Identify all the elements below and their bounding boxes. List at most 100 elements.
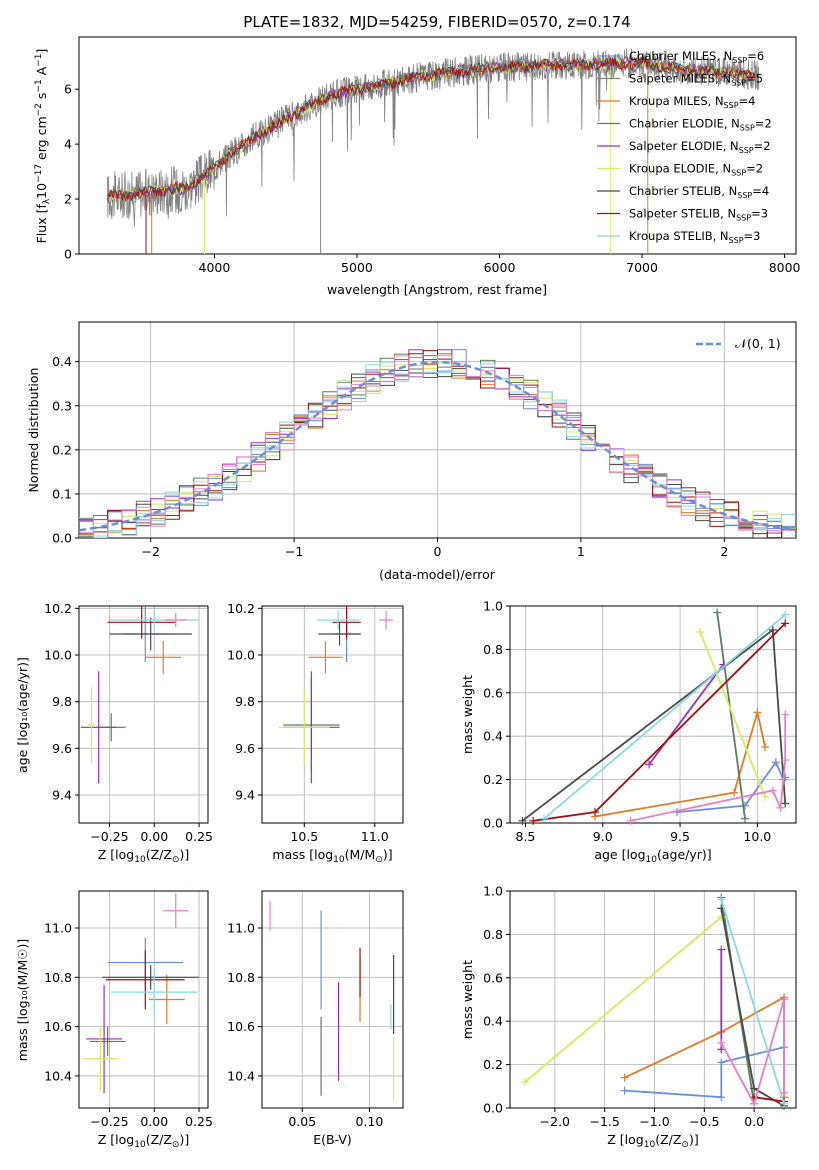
y-tick-label: 0.6 — [483, 970, 503, 985]
weight-marker-pink — [768, 786, 777, 795]
weight-marker-kroupa_miles — [761, 743, 770, 752]
legend-entry: Salpeter MILES, NSSP=5 — [629, 72, 763, 88]
weight-marker-pink — [780, 1088, 789, 1097]
weight-marker-salpeter_elodie — [645, 760, 654, 769]
x-tick-label: −0.25 — [90, 1114, 128, 1129]
x-tick-label: 8.5 — [516, 829, 536, 844]
y-tick-label: 10.8 — [44, 970, 72, 985]
x-tick-label: 0.00 — [140, 1114, 168, 1129]
x-tick-label: 0.0 — [744, 1114, 764, 1129]
x-axis-label: age [log10(age/yr)] — [594, 847, 711, 865]
x-tick-label: 0 — [434, 544, 442, 559]
legend-entry: Kroupa MILES, NSSP=4 — [629, 94, 755, 110]
x-tick-label: −0.25 — [90, 829, 128, 844]
legend-entry: Salpeter ELODIE, NSSP=2 — [629, 139, 771, 155]
y-tick-label: 9.6 — [235, 741, 255, 756]
weight-marker-kroupa_miles — [753, 708, 762, 717]
weight-line-chabrier_miles — [624, 1046, 785, 1099]
y-tick-label: 0.6 — [483, 685, 503, 700]
weight-marker-chabrier_miles — [740, 801, 749, 810]
weight-line-chabrier_miles — [676, 760, 786, 813]
weight-marker-pink — [626, 816, 635, 825]
y-tick-label: 9.6 — [52, 741, 72, 756]
weight-marker-salpeter_elodie — [717, 945, 726, 954]
histogram-kroupa_stelib — [79, 361, 796, 537]
weight-marker-salpeter_stelib — [529, 816, 538, 825]
legend-entry: Salpeter STELIB, NSSP=3 — [629, 207, 768, 223]
x-tick-label: 10.0 — [743, 829, 771, 844]
histogram-pink — [79, 354, 796, 538]
y-tick-label: 10.0 — [44, 648, 72, 663]
histogram-axes: −2 −1 0 1 2 0.0 0.1 0.2 0.3 0.4 — [52, 321, 797, 559]
y-tick-label: 9.4 — [235, 788, 255, 803]
x-tick-label: 11.0 — [361, 829, 389, 844]
x-tick-label: 9.0 — [593, 829, 613, 844]
y-tick-label: 0.2 — [483, 772, 503, 787]
weight-line-salpeter_stelib — [753, 1096, 785, 1103]
panel-3-axes: 10.5 11.0 9.4 9.6 9.8 10.0 10.2 — [227, 601, 404, 844]
axes-frame — [78, 605, 209, 824]
weight-marker-pink — [781, 710, 790, 719]
y-axis-label: Normed distribution — [26, 368, 41, 493]
panel-2-points — [80, 606, 200, 784]
x-tick-label: 9.5 — [670, 829, 690, 844]
weight-marker-kroupa_miles — [620, 1073, 629, 1082]
axes-frame — [78, 890, 209, 1109]
x-tick-label: −2 — [141, 544, 159, 559]
panel-4-axes: 8.5 9.0 9.5 10.0 0.0 0.2 0.4 0.6 0.8 1.0 — [483, 599, 797, 844]
spectrum-data-line — [107, 48, 760, 227]
panel-6-axes: 0.05 0.10 10.4 10.6 10.8 11.0 — [227, 890, 404, 1129]
weight-marker-salpeter_stelib — [781, 619, 790, 628]
y-tick-label: 10.8 — [227, 970, 255, 985]
weight-marker-chabrier_stelib — [768, 625, 777, 634]
y-axis-label: mass weight — [460, 960, 475, 1039]
y-tick-label: 0.8 — [483, 642, 503, 657]
x-tick-label: 5000 — [341, 260, 373, 275]
y-tick-label: 11.0 — [227, 920, 255, 935]
y-tick-label: 9.4 — [52, 788, 72, 803]
weight-line-pink — [720, 999, 785, 1107]
x-tick-label: 6000 — [484, 260, 516, 275]
weight-marker-pink — [780, 995, 789, 1004]
y-tick-label: 10.4 — [227, 1068, 255, 1083]
legend-entry: Kroupa STELIB, NSSP=3 — [629, 229, 760, 245]
y-tick-label: 0.3 — [52, 398, 72, 413]
weight-marker-chabrier_stelib — [518, 816, 527, 825]
y-axis-label: Flux [fλ10−17 erg cm−2 s−1 A−1] — [34, 49, 52, 244]
y-tick-label: 0.0 — [52, 531, 72, 546]
weight-marker-kroupa_stelib — [781, 610, 790, 619]
x-tick-label: −1.0 — [639, 1114, 669, 1129]
x-tick-label: 0.10 — [356, 1114, 384, 1129]
x-tick-label: 4000 — [199, 260, 231, 275]
x-axis-label: Z [log10(Z/Z⊙)] — [98, 1132, 189, 1150]
weight-marker-kroupa_elodie — [761, 792, 770, 801]
legend-entry: Chabrier ELODIE, NSSP=2 — [629, 117, 772, 133]
x-tick-label: 1 — [577, 544, 585, 559]
y-tick-label: 10.0 — [227, 648, 255, 663]
y-tick-label: 0.1 — [52, 486, 72, 501]
y-tick-label: 0.4 — [483, 729, 503, 744]
y-tick-label: 0.0 — [483, 816, 503, 831]
axes-frame — [261, 605, 404, 824]
weight-marker-kroupa_stelib — [540, 814, 549, 823]
x-tick-label: −0.5 — [689, 1114, 719, 1129]
legend-entry: 𝒩(0, 1) — [735, 336, 781, 351]
x-tick-label: 0.05 — [288, 1114, 316, 1129]
weight-marker-pink — [750, 1099, 759, 1108]
panel-2-axes: −0.25 0.00 0.25 9.4 9.6 9.8 10.0 10.2 — [44, 601, 213, 844]
x-tick-label: 8000 — [769, 260, 801, 275]
axes-frame — [78, 36, 797, 255]
y-tick-label: 10.4 — [44, 1068, 72, 1083]
y-tick-label: 0.2 — [483, 1057, 503, 1072]
y-tick-label: 10.2 — [227, 601, 255, 616]
x-tick-label: −1.5 — [589, 1114, 619, 1129]
weight-line-salpeter_elodie — [648, 664, 725, 765]
x-tick-label: −1 — [285, 544, 303, 559]
weight-marker-salpeter_stelib — [591, 808, 600, 817]
x-tick-label: 2 — [720, 544, 728, 559]
y-tick-label: 10.6 — [44, 1019, 72, 1034]
model-line-kroupa_elodie — [107, 57, 756, 203]
weight-marker-chabrier_miles — [717, 1093, 726, 1102]
weight-marker-kroupa_miles — [730, 788, 739, 797]
